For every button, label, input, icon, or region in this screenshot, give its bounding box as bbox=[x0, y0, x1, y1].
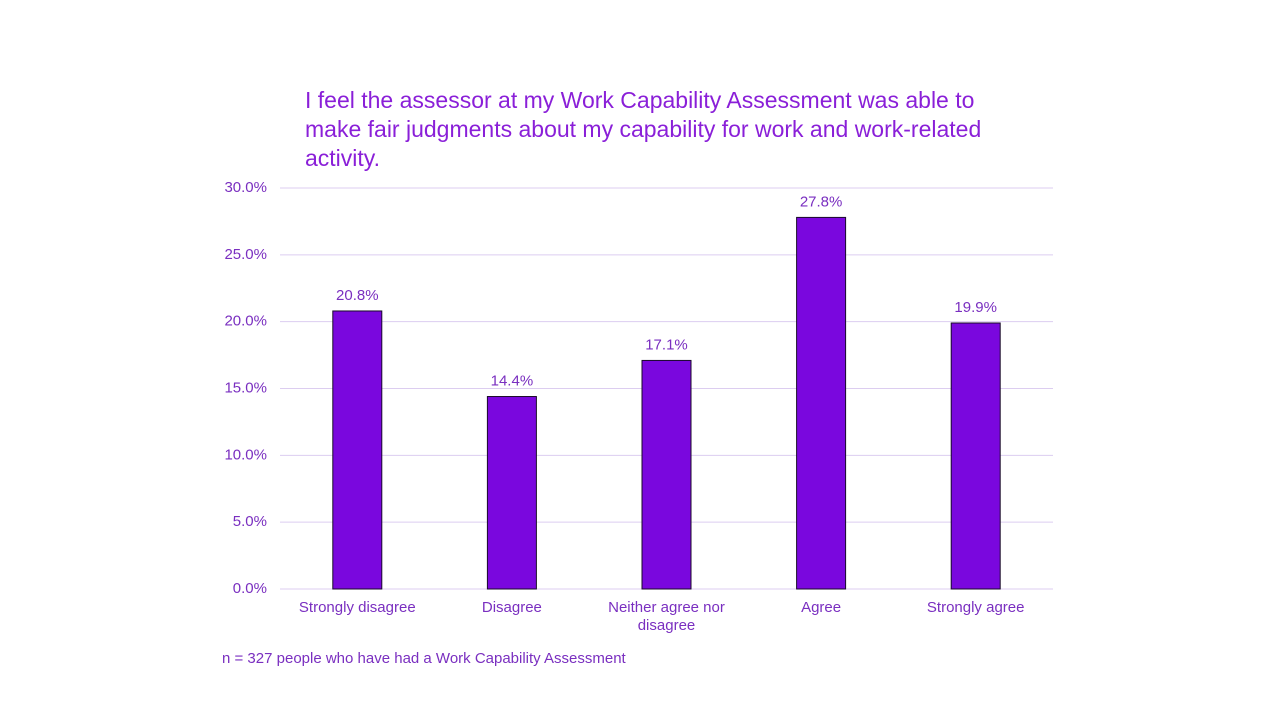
bar bbox=[950, 322, 1001, 590]
data-label: 19.9% bbox=[954, 299, 997, 316]
data-label: 17.1% bbox=[645, 336, 688, 353]
data-label: 27.8% bbox=[800, 193, 843, 210]
y-tick-label: 30.0% bbox=[224, 179, 267, 196]
y-tick-label: 10.0% bbox=[224, 446, 267, 463]
data-label: 14.4% bbox=[491, 372, 534, 389]
x-tick-label: Strongly agree bbox=[926, 599, 1025, 616]
bar bbox=[486, 396, 537, 590]
y-tick-label: 0.0% bbox=[233, 580, 267, 597]
chart-title: I feel the assessor at my Work Capabilit… bbox=[305, 87, 982, 171]
y-tick-label: 5.0% bbox=[233, 513, 267, 530]
x-tick-label: Neither agree nor disagree bbox=[608, 599, 725, 634]
x-tick-label: Disagree bbox=[481, 599, 542, 616]
data-label: 20.8% bbox=[336, 287, 379, 304]
y-tick-label: 15.0% bbox=[224, 379, 267, 396]
x-tick-label: Strongly disagree bbox=[298, 599, 416, 616]
bar bbox=[796, 216, 847, 590]
bar bbox=[641, 359, 692, 590]
bar bbox=[332, 310, 383, 590]
x-tick-label: Agree bbox=[801, 599, 842, 616]
y-tick-label: 20.0% bbox=[224, 313, 267, 330]
footnote: n = 327 people who have had a Work Capab… bbox=[222, 650, 626, 667]
y-tick-label: 25.0% bbox=[224, 246, 267, 263]
